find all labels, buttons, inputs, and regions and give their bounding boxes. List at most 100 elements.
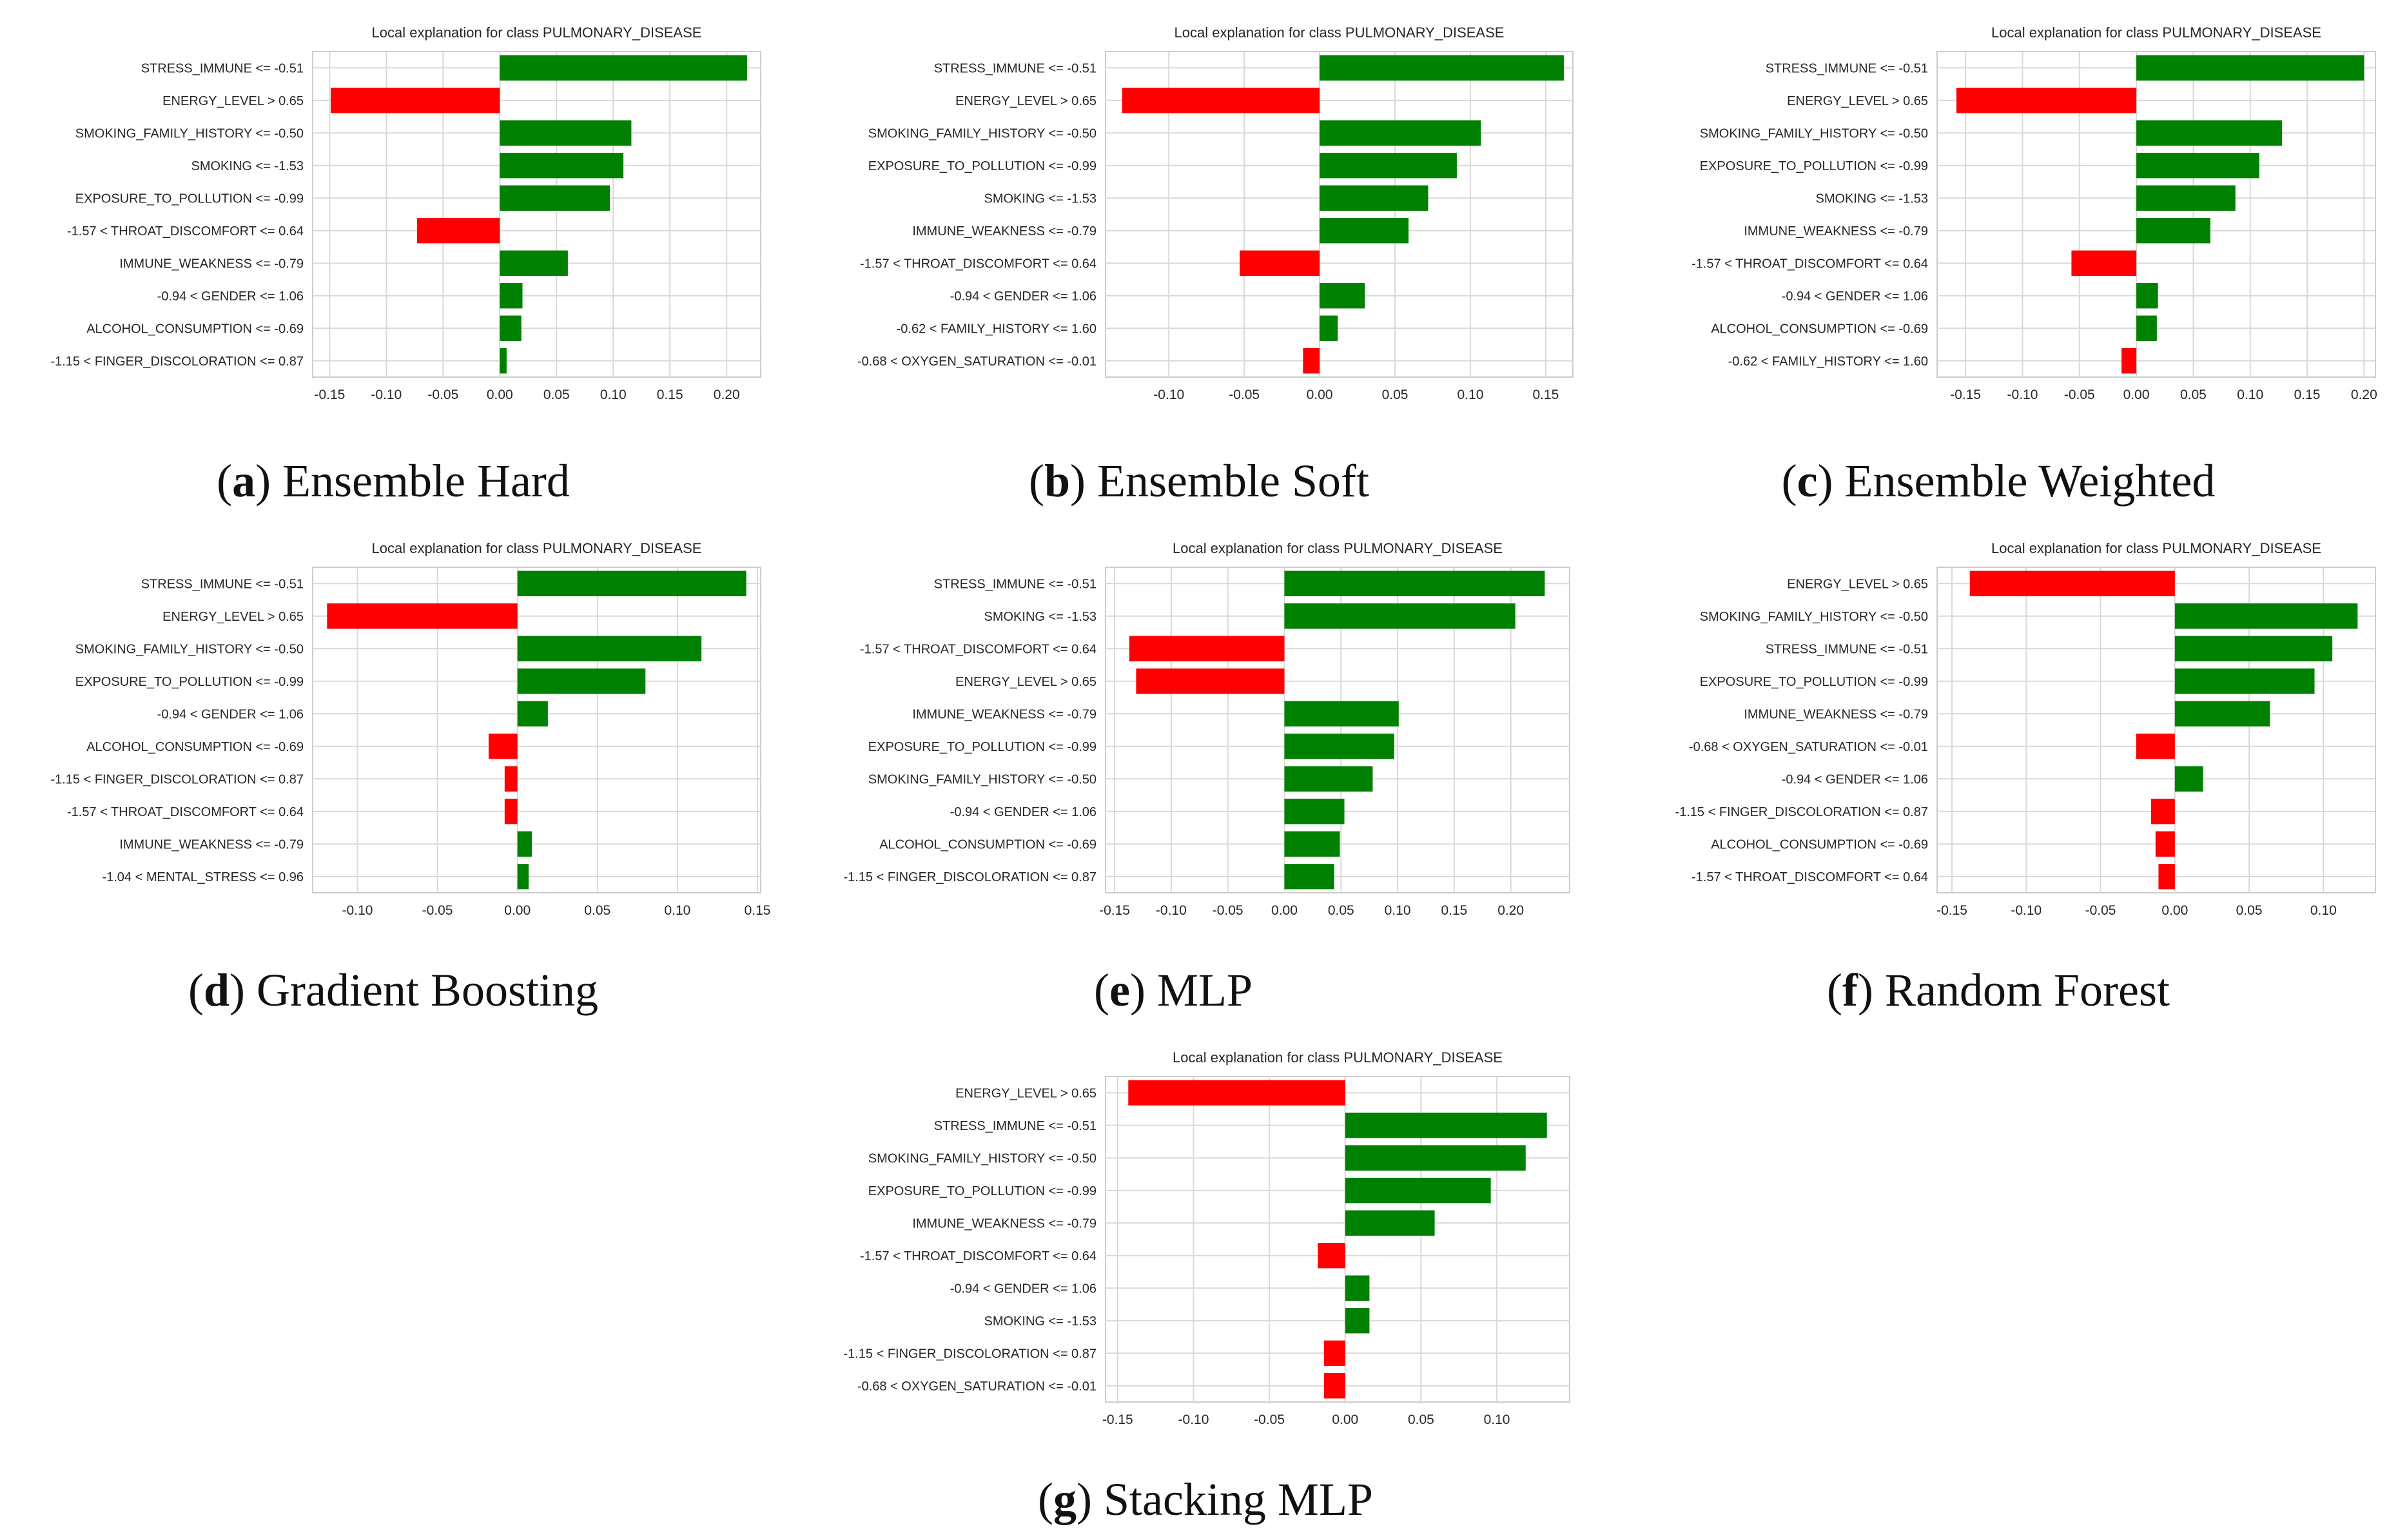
x-tick-label: -0.05: [2064, 387, 2095, 402]
x-tick-label: 0.20: [714, 387, 740, 402]
x-tick-label: -0.05: [1254, 1412, 1285, 1427]
x-tick-label: 0.10: [2237, 387, 2263, 402]
category-label: -0.94 < GENDER <= 1.06: [950, 805, 1097, 819]
chart-f: Local explanation for class PULMONARY_DI…: [1675, 540, 2376, 918]
x-tick-label: -0.05: [1229, 387, 1260, 402]
x-tick-label: -0.05: [427, 387, 458, 402]
category-label: STRESS_IMMUNE <= -0.51: [934, 61, 1097, 75]
bar: [1956, 88, 2137, 113]
bar: [517, 636, 702, 661]
category-label: ENERGY_LEVEL > 0.65: [1787, 577, 1928, 591]
bar: [1128, 1080, 1345, 1106]
bar: [1323, 1340, 1345, 1366]
bar: [1284, 734, 1394, 759]
x-tick-label: -0.10: [2007, 387, 2038, 402]
caption-d: (d) Gradient Boosting: [188, 964, 598, 1016]
bar: [1284, 864, 1334, 890]
category-label: SMOKING_FAMILY_HISTORY <= -0.50: [868, 126, 1097, 141]
category-label: IMMUNE_WEAKNESS <= -0.79: [912, 224, 1097, 239]
category-label: SMOKING_FAMILY_HISTORY <= -0.50: [1700, 610, 1928, 624]
category-label: ALCOHOL_CONSUMPTION <= -0.69: [1711, 322, 1928, 336]
bar: [1303, 348, 1320, 374]
chart-title: Local explanation for class PULMONARY_DI…: [1991, 540, 2321, 556]
category-label: -1.57 < THROAT_DISCOMFORT <= 0.64: [67, 224, 304, 239]
bar: [2136, 55, 2364, 81]
category-label: -1.15 < FINGER_DISCOLORATION <= 0.87: [843, 870, 1097, 884]
category-label: -0.62 < FAMILY_HISTORY <= 1.60: [897, 322, 1097, 336]
chart-title: Local explanation for class PULMONARY_DI…: [372, 540, 702, 556]
x-tick-label: 0.10: [1457, 387, 1484, 402]
category-label: -0.68 < OXYGEN_SATURATION <= -0.01: [857, 1379, 1097, 1394]
chart-d: Local explanation for class PULMONARY_DI…: [50, 540, 770, 918]
category-label: SMOKING_FAMILY_HISTORY <= -0.50: [1700, 126, 1928, 141]
bar: [1345, 1308, 1370, 1334]
category-label: -0.68 < OXYGEN_SATURATION <= -0.01: [1689, 740, 1928, 754]
category-label: SMOKING_FAMILY_HISTORY <= -0.50: [75, 642, 304, 656]
chart-title: Local explanation for class PULMONARY_DI…: [1991, 24, 2321, 41]
category-label: STRESS_IMMUNE <= -0.51: [1766, 642, 1928, 656]
bar: [2136, 218, 2210, 244]
category-label: -1.15 < FINGER_DISCOLORATION <= 0.87: [50, 355, 304, 369]
bar: [1284, 570, 1545, 596]
category-label: EXPOSURE_TO_POLLUTION <= -0.99: [868, 159, 1097, 173]
bar: [1320, 315, 1338, 341]
bar: [517, 864, 529, 890]
bar: [489, 734, 518, 759]
bar: [500, 315, 522, 341]
bar: [500, 348, 507, 374]
bar: [1969, 570, 2175, 596]
chart-c: Local explanation for class PULMONARY_DI…: [1691, 24, 2377, 402]
x-tick-label: -0.10: [2011, 903, 2042, 918]
category-label: ENERGY_LEVEL > 0.65: [955, 1086, 1097, 1100]
panel-f: Local explanation for class PULMONARY_DI…: [1592, 516, 2392, 928]
bar: [517, 668, 646, 694]
category-label: -0.94 < GENDER <= 1.06: [950, 289, 1097, 304]
bar: [2136, 120, 2283, 146]
bar: [2174, 603, 2358, 629]
bar: [2136, 283, 2158, 309]
category-label: EXPOSURE_TO_POLLUTION <= -0.99: [868, 1184, 1097, 1198]
category-label: EXPOSURE_TO_POLLUTION <= -0.99: [1700, 159, 1928, 173]
category-label: ENERGY_LEVEL > 0.65: [955, 94, 1097, 108]
x-tick-label: 0.05: [2236, 903, 2263, 918]
category-label: SMOKING_FAMILY_HISTORY <= -0.50: [75, 126, 304, 141]
x-tick-label: 0.00: [504, 903, 531, 918]
x-tick-label: -0.10: [371, 387, 402, 402]
bar: [1129, 636, 1285, 661]
category-label: STRESS_IMMUNE <= -0.51: [934, 1119, 1097, 1133]
chart-a: Local explanation for class PULMONARY_DI…: [50, 24, 761, 402]
category-label: IMMUNE_WEAKNESS <= -0.79: [1744, 707, 1928, 721]
bar: [500, 283, 523, 309]
x-tick-label: 0.10: [1385, 903, 1411, 918]
x-tick-label: 0.05: [1408, 1412, 1434, 1427]
category-label: -1.57 < THROAT_DISCOMFORT <= 0.64: [860, 257, 1097, 271]
panel-b: Local explanation for class PULMONARY_DI…: [793, 0, 1586, 413]
category-label: -1.15 < FINGER_DISCOLORATION <= 0.87: [1675, 805, 1928, 819]
bar: [2174, 766, 2203, 792]
x-tick-label: -0.10: [1156, 903, 1187, 918]
bar: [1320, 218, 1409, 244]
bar: [2121, 348, 2137, 374]
bar: [1136, 668, 1285, 694]
bar: [1240, 250, 1320, 276]
bar: [500, 250, 568, 276]
category-label: -0.68 < OXYGEN_SATURATION <= -0.01: [857, 355, 1097, 369]
category-label: -1.15 < FINGER_DISCOLORATION <= 0.87: [50, 772, 304, 786]
chart-title: Local explanation for class PULMONARY_DI…: [372, 24, 702, 41]
bar: [2136, 185, 2236, 211]
category-label: STRESS_IMMUNE <= -0.51: [141, 61, 304, 75]
x-tick-label: 0.15: [2294, 387, 2321, 402]
category-label: -0.94 < GENDER <= 1.06: [1782, 289, 1928, 304]
bar: [2071, 250, 2137, 276]
chart-title: Local explanation for class PULMONARY_DI…: [1175, 24, 1505, 41]
bar: [2136, 734, 2175, 759]
bar: [2174, 668, 2315, 694]
category-label: EXPOSURE_TO_POLLUTION <= -0.99: [868, 740, 1097, 754]
category-label: EXPOSURE_TO_POLLUTION <= -0.99: [75, 675, 304, 689]
bar: [2136, 153, 2259, 179]
bar: [504, 766, 518, 792]
category-label: IMMUNE_WEAKNESS <= -0.79: [119, 257, 304, 271]
x-tick-label: 0.00: [1332, 1412, 1358, 1427]
category-label: STRESS_IMMUNE <= -0.51: [934, 577, 1097, 591]
x-tick-label: -0.15: [1950, 387, 1981, 402]
